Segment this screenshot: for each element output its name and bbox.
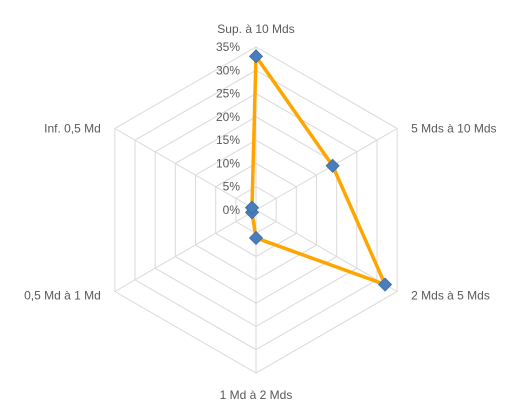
axis-spoke	[255, 209, 398, 292]
series-marker	[248, 230, 264, 246]
series-marker	[248, 49, 264, 64]
axis-spoke	[114, 128, 257, 211]
axis-spoke	[255, 128, 398, 211]
radial-tick-label: 25%	[216, 87, 240, 101]
axis-spoke	[114, 209, 257, 292]
radial-tick-label: 20%	[216, 110, 240, 124]
series-marker	[377, 277, 393, 292]
radial-tick-label: 35%	[216, 40, 240, 54]
radial-tick-labels: 0% 5% 10% 15% 20% 25% 30% 35%	[216, 40, 240, 217]
category-label: Inf. 0,5 Md	[44, 122, 101, 136]
series-layer	[244, 49, 393, 292]
radial-tick-label: 5%	[223, 180, 241, 194]
category-label: Sup. à 10 Mds	[217, 22, 294, 36]
radial-tick-label: 0%	[223, 203, 241, 217]
category-label: 1 Md à 2 Mds	[220, 388, 293, 402]
category-label: 2 Mds à 5 Mds	[411, 289, 490, 303]
category-label: 5 Mds à 10 Mds	[411, 122, 496, 136]
series-marker	[325, 158, 340, 173]
series-marker	[244, 200, 260, 215]
series-line	[250, 54, 387, 287]
category-label: 0,5 Md à 1 Md	[24, 289, 101, 303]
radial-tick-label: 15%	[216, 133, 240, 147]
radial-tick-label: 30%	[216, 63, 240, 77]
category-labels: Sup. à 10 Mds 5 Mds à 10 Mds 2 Mds à 5 Mds…	[24, 22, 496, 402]
radial-tick-label: 10%	[216, 156, 240, 170]
